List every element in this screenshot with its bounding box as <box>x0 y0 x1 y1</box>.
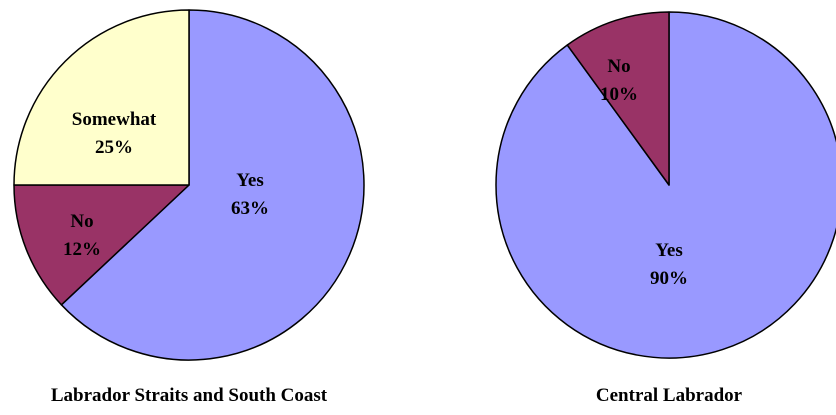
pie-0-slice-somewhat <box>13 9 190 186</box>
pie-0-label-yes: Yes <box>236 170 263 191</box>
chart-title-labrador-straits: Labrador Straits and South Coast <box>50 385 328 406</box>
pie-0-label-no: No <box>70 211 93 232</box>
pie-1-value-no: 10% <box>600 84 638 105</box>
pie-chart-labrador-straits: Yes 63% No 12% Somewhat 25% <box>13 9 365 361</box>
pie-0-value-yes: 63% <box>231 198 269 219</box>
pie-0-slice-yes <box>60 9 365 361</box>
pie-1-label-yes: Yes <box>655 240 682 261</box>
pie-chart-central-labrador: Yes 90% No 10% <box>495 11 836 359</box>
chart-title-central-labrador: Central Labrador <box>595 385 743 406</box>
pie-1-label-no: No <box>607 56 630 77</box>
pie-0-value-no: 12% <box>63 239 101 260</box>
pie-1-value-yes: 90% <box>650 268 688 289</box>
pie-0-value-somewhat: 25% <box>95 137 133 158</box>
pie-1-slice-no <box>566 11 670 186</box>
pie-0-label-somewhat: Somewhat <box>72 109 157 130</box>
pie-0-slice-no <box>13 184 190 306</box>
pie-1-slice-yes <box>495 11 836 359</box>
